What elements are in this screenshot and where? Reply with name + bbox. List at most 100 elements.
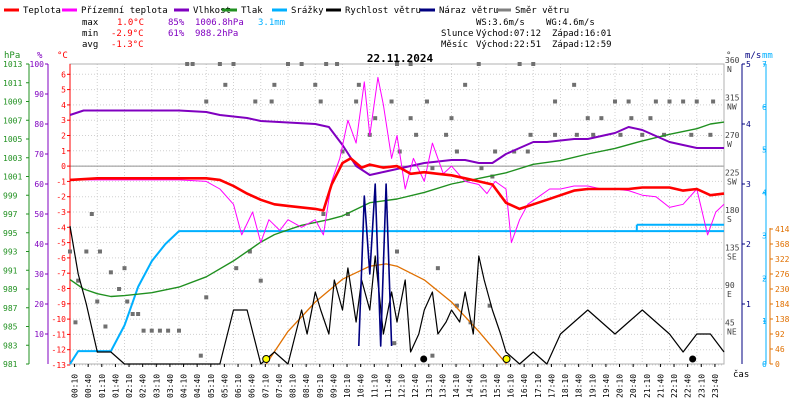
wind-direction-point — [653, 99, 658, 104]
legend-label-gust: Náraz větru — [439, 6, 499, 16]
time-tick-label: 12:10 — [398, 374, 407, 398]
hpa-tick-label: 999 — [3, 191, 18, 200]
time-tick-label: 20:10 — [616, 374, 625, 398]
wind-direction-point — [340, 149, 345, 154]
wind-direction-point — [408, 116, 413, 121]
time-tick-label: 05:10 — [207, 374, 216, 398]
dir-tick-compass: NE — [727, 328, 737, 337]
series-pressure — [69, 121, 725, 298]
time-tick-label: 11:40 — [384, 374, 393, 398]
time-tick-label: 01:40 — [111, 374, 120, 398]
wind-direction-point — [253, 99, 258, 104]
wind-direction-point — [258, 278, 263, 283]
hpa-tick-label: 1005 — [3, 135, 22, 144]
dir-tick-label: 270 — [725, 131, 740, 140]
mm-tick-label: 0 — [762, 360, 767, 369]
grid — [69, 64, 725, 366]
wind-direction-point — [356, 82, 361, 87]
wind-direction-point — [435, 266, 440, 271]
temp-tick-label: 1 — [61, 147, 66, 156]
wind-direction-point — [553, 132, 558, 137]
mm-tick-label: 5 — [762, 146, 767, 155]
wind-direction-point — [463, 82, 468, 87]
wind-direction-point — [122, 266, 127, 271]
wind-direction-point — [626, 99, 631, 104]
wind-ws: WS:3.6m/s — [476, 18, 525, 28]
wind-direction-point — [389, 99, 394, 104]
wind-direction-point — [136, 312, 141, 316]
time-tick-label: 16:40 — [520, 374, 529, 398]
wind-direction-point — [648, 116, 653, 121]
dir-tick-compass: E — [727, 290, 732, 299]
wind-direction-point — [449, 116, 454, 121]
mm-tick-label: 6 — [762, 103, 767, 112]
wind-direction-point — [141, 328, 146, 333]
wind-direction-points — [68, 62, 716, 358]
wind-direction-point — [231, 62, 236, 66]
time-tick-label: 23:40 — [711, 374, 720, 398]
legend-item-gust: Náraz větru — [420, 6, 499, 16]
time-tick-label: 15:10 — [479, 374, 488, 398]
time-tick-label: 21:40 — [656, 374, 665, 398]
wind-direction-point — [512, 149, 517, 154]
wind-wg: WG:4.6m/s — [546, 18, 595, 28]
dir-tick-compass: S — [727, 215, 732, 224]
time-tick-label: 15:40 — [493, 374, 502, 398]
time-tick-label: 07:40 — [275, 374, 284, 398]
wind-direction-point — [667, 99, 672, 104]
moon-set: Západ:12:59 — [552, 40, 612, 50]
time-tick-label: 10:10 — [343, 374, 352, 398]
temp-tick-label: -10 — [52, 315, 67, 324]
ms-tick-label: 4 — [746, 120, 751, 129]
time-tick-label: 23:10 — [697, 374, 706, 398]
series-wind-gust — [358, 183, 393, 347]
time-tick-label: 06:40 — [248, 374, 257, 398]
pct-tick-label: 20 — [34, 300, 44, 309]
pct-tick-label: 40 — [34, 240, 44, 249]
wind-direction-point — [234, 266, 239, 271]
wind-direction-point — [84, 249, 89, 254]
hpa-tick-label: 1001 — [3, 173, 22, 182]
wind-direction-point — [689, 132, 694, 137]
wind-direction-point — [324, 62, 329, 66]
sun-marker-sunset — [502, 355, 511, 363]
wind-direction-point — [223, 82, 228, 87]
legend-label-dir: Směr větru — [515, 6, 569, 16]
time-tick-label: 18:10 — [561, 374, 570, 398]
legend-label-hum: Vlhkost — [193, 6, 231, 16]
time-tick-label: 10:40 — [357, 374, 366, 398]
wind-direction-point — [354, 99, 359, 104]
rad-tick-label: 92 — [775, 330, 785, 339]
time-tick-label: 22:10 — [670, 374, 679, 398]
temp-tick-label: 3 — [61, 116, 66, 125]
rad-tick-label: 0 — [775, 360, 780, 369]
ms-unit: m/s — [745, 51, 761, 61]
wind-direction-point — [640, 132, 645, 137]
temp-tick-label: 2 — [61, 132, 66, 141]
wind-direction-point — [408, 62, 413, 66]
hpa-tick-label: 1011 — [3, 79, 22, 88]
hpa-tick-label: 1003 — [3, 154, 22, 163]
temp-tick-label: 4 — [61, 101, 66, 110]
time-tick-label: 08:10 — [289, 374, 298, 398]
wind-direction-point — [166, 328, 171, 333]
wind-direction-point — [247, 249, 252, 254]
sun-set: Západ:16:01 — [552, 29, 612, 39]
series-wind-speed — [69, 225, 725, 365]
temp-tick-label: -6 — [56, 254, 66, 263]
wind-direction-point — [392, 341, 397, 346]
time-tick-label: 17:10 — [534, 374, 543, 398]
wind-direction-point — [335, 62, 340, 66]
wind-direction-point — [454, 303, 459, 308]
moon-marker-moonset — [420, 355, 428, 363]
stat-min-label: min — [82, 29, 98, 39]
temp-tick-label: -1 — [56, 177, 66, 186]
sun-label: Slunce — [441, 29, 474, 39]
stat-max-label: max — [82, 18, 99, 28]
rad-tick-label: 230 — [775, 285, 790, 294]
hpa-tick-label: 987 — [3, 304, 18, 313]
wind-direction-point — [613, 99, 617, 104]
wind-direction-point — [286, 62, 290, 66]
wind-direction-point — [313, 82, 318, 87]
